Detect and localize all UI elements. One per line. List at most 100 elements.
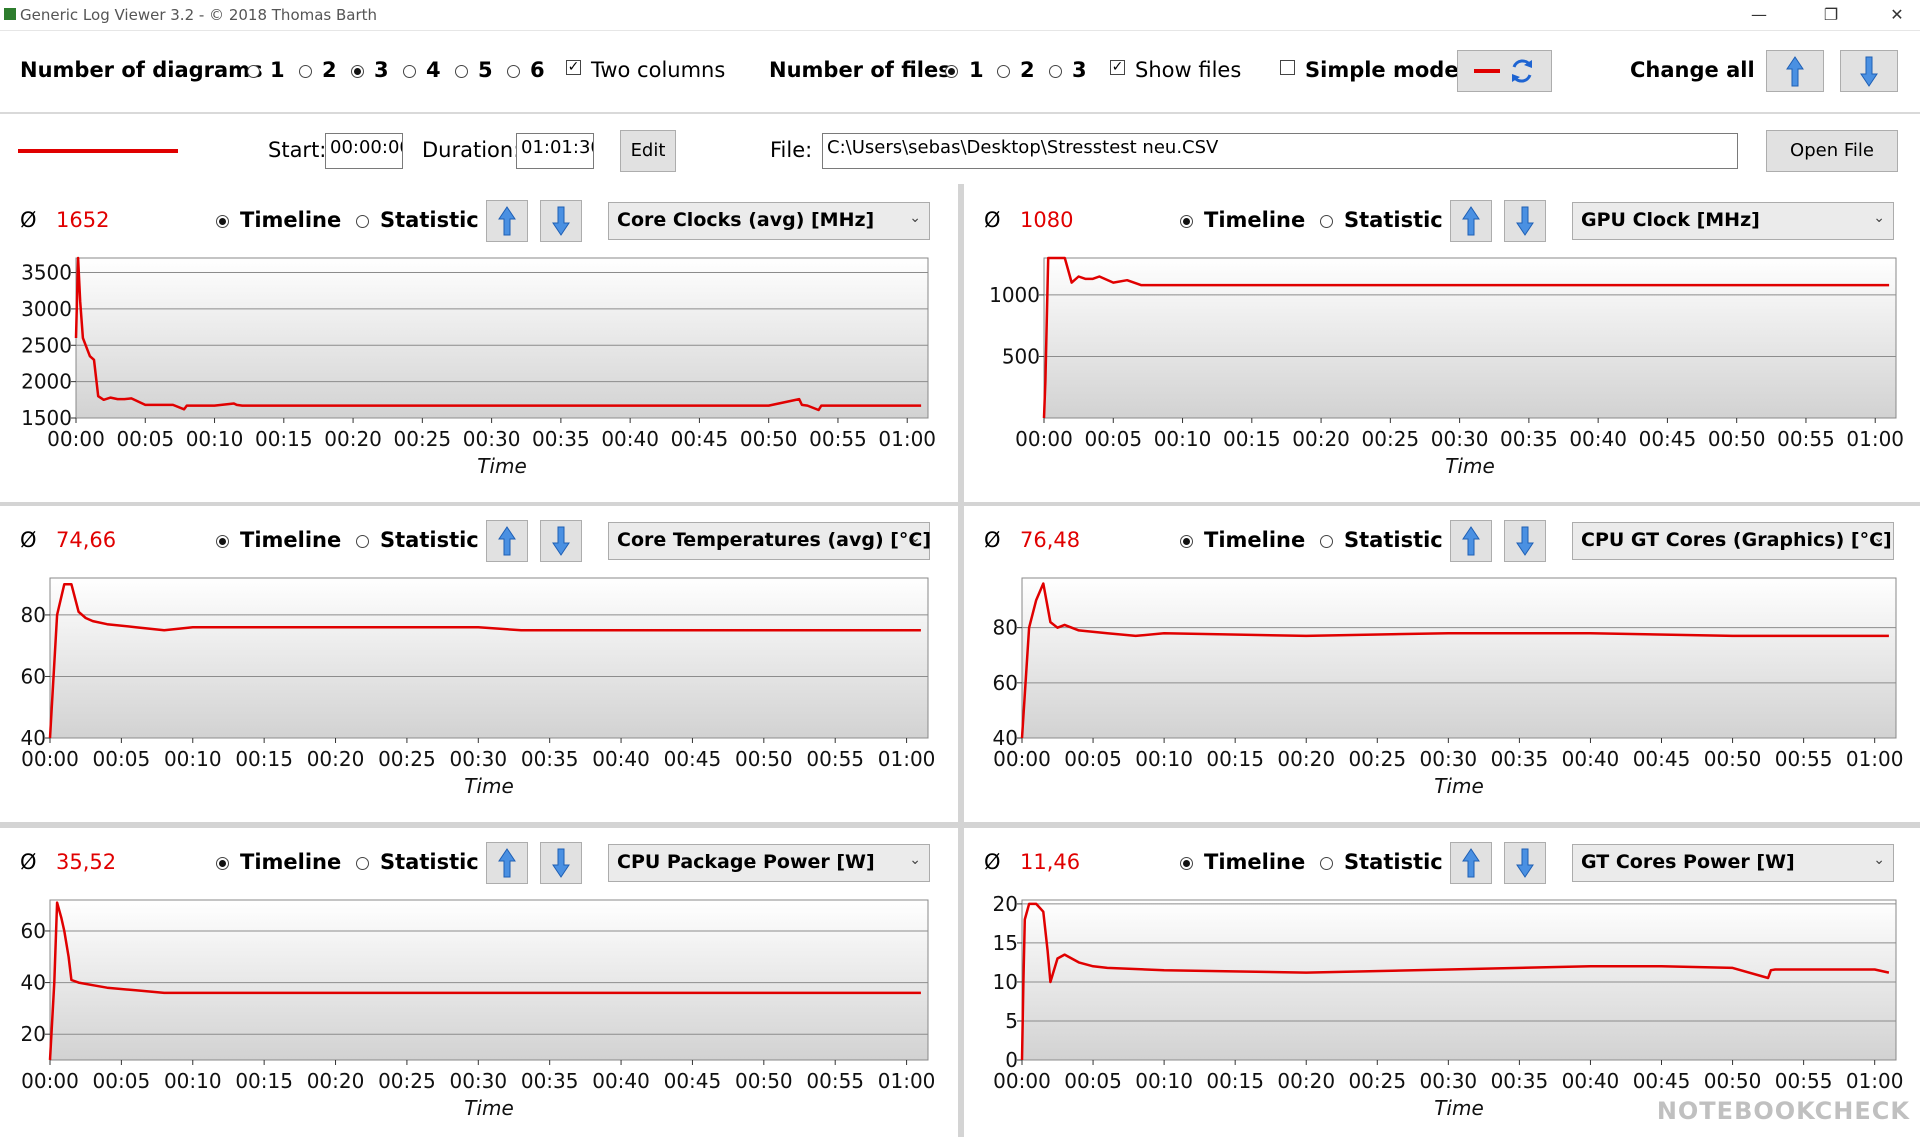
timeline-radio[interactable] — [1180, 215, 1193, 228]
diagrams-radio-3[interactable] — [351, 65, 364, 78]
statistic-radio[interactable] — [356, 857, 369, 870]
average-symbol: Ø — [984, 850, 1001, 874]
x-tick-label: 00:05 — [93, 747, 151, 771]
plot-area — [1021, 899, 1897, 1061]
files-radio-2[interactable] — [997, 65, 1010, 78]
statistic-label: Statistic — [380, 850, 479, 874]
series-line — [1042, 256, 1890, 419]
x-tick-label: 01:00 — [878, 747, 936, 771]
average-symbol: Ø — [984, 528, 1001, 552]
diagrams-radio-5[interactable] — [455, 65, 468, 78]
y-tick-label: 500 — [1002, 344, 1040, 368]
average-value: 74,66 — [56, 528, 117, 552]
duration-label: Duration: — [422, 138, 521, 162]
series-line — [48, 901, 921, 1061]
maximize-icon[interactable]: ❐ — [1823, 5, 1839, 24]
statistic-radio[interactable] — [1320, 215, 1333, 228]
files-radio-1[interactable] — [945, 65, 958, 78]
y-tick-label: 60 — [993, 671, 1018, 695]
line-style-button[interactable] — [1457, 50, 1552, 92]
arrow-down-icon — [1516, 526, 1534, 556]
arrow-up-icon — [1786, 56, 1804, 87]
move-up-button[interactable] — [1450, 842, 1492, 884]
diagrams-radio-4[interactable] — [403, 65, 416, 78]
timeline-radio[interactable] — [216, 535, 229, 548]
x-tick-label: 00:45 — [671, 427, 729, 451]
show-files-checkbox[interactable]: ✓ — [1110, 59, 1125, 75]
sensor-select-value: GPU Clock [MHz] — [1581, 209, 1760, 231]
change-all-up-button[interactable] — [1766, 50, 1824, 92]
close-icon[interactable]: ✕ — [1890, 5, 1904, 24]
average-symbol: Ø — [20, 850, 37, 874]
timeline-radio[interactable] — [1180, 857, 1193, 870]
sensor-select[interactable]: GT Cores Power [W] ⌄ — [1572, 844, 1894, 882]
statistic-radio[interactable] — [356, 535, 369, 548]
move-down-button[interactable] — [1504, 520, 1546, 562]
arrow-up-icon — [1462, 206, 1480, 236]
y-tick-label: 1000 — [989, 283, 1040, 307]
two-columns-label: Two columns — [591, 58, 726, 82]
move-up-button[interactable] — [486, 520, 528, 562]
move-down-button[interactable] — [1504, 842, 1546, 884]
sensor-select[interactable]: GPU Clock [MHz] ⌄ — [1572, 202, 1894, 240]
y-tick-label: 0 — [1005, 1048, 1018, 1072]
arrow-down-icon — [552, 848, 570, 878]
x-tick-label: 00:00 — [21, 1069, 79, 1093]
simple-mode-checkbox[interactable] — [1280, 60, 1295, 75]
x-tick-label: 00:15 — [255, 427, 313, 451]
sensor-select[interactable]: Core Clocks (avg) [MHz] ⌄ — [608, 202, 930, 240]
move-down-button[interactable] — [540, 842, 582, 884]
edit-button[interactable]: Edit — [620, 130, 676, 172]
arrow-down-icon — [1516, 206, 1534, 236]
move-down-button[interactable] — [540, 520, 582, 562]
y-tick-label: 40 — [993, 726, 1018, 750]
move-up-button[interactable] — [1450, 520, 1492, 562]
sensor-select[interactable]: CPU GT Cores (Graphics) [°C] ⌄ — [1572, 522, 1894, 560]
x-tick-label: 00:55 — [809, 427, 867, 451]
timeline-radio[interactable] — [1180, 535, 1193, 548]
arrow-up-icon — [1462, 526, 1480, 556]
x-tick-label: 00:40 — [1562, 747, 1620, 771]
x-tick-label: 00:50 — [735, 747, 793, 771]
y-tick-label: 40 — [21, 726, 46, 750]
two-columns-checkbox[interactable]: ✓ — [566, 59, 581, 75]
diagram-panel-1: 1500 2000 2500 3000 3500 00:00 00:05 00:10 00:15… — [0, 186, 958, 502]
move-down-button[interactable] — [1504, 200, 1546, 242]
timeline-radio[interactable] — [216, 215, 229, 228]
move-up-button[interactable] — [1450, 200, 1492, 242]
files-radio-3[interactable] — [1049, 65, 1062, 78]
statistic-label: Statistic — [380, 208, 479, 232]
series-line — [48, 582, 921, 739]
start-input[interactable]: 00:00:00 — [325, 133, 403, 169]
minimize-icon[interactable]: — — [1751, 5, 1767, 24]
change-all-down-button[interactable] — [1840, 50, 1898, 92]
x-axis-label: Time — [464, 1096, 514, 1120]
series-line — [1020, 902, 1890, 1061]
sensor-select[interactable]: CPU Package Power [W] ⌄ — [608, 844, 930, 882]
chevron-down-icon: ⌄ — [909, 210, 921, 226]
diagrams-radio-2[interactable] — [299, 65, 312, 78]
file-row: Start: 00:00:00 Duration: 01:01:30 Edit … — [0, 112, 1920, 188]
statistic-radio[interactable] — [1320, 535, 1333, 548]
diagrams-radio-1[interactable] — [247, 65, 260, 78]
chevron-down-icon: ⌄ — [1873, 210, 1885, 226]
timeline-radio[interactable] — [216, 857, 229, 870]
file-path-input[interactable]: C:\Users\sebas\Desktop\Stresstest neu.CS… — [822, 133, 1738, 169]
x-tick-label: 00:25 — [378, 1069, 436, 1093]
statistic-radio[interactable] — [1320, 857, 1333, 870]
duration-input[interactable]: 01:01:30 — [516, 133, 594, 169]
file-line-swatch[interactable] — [18, 148, 178, 154]
y-tick-label: 15 — [993, 931, 1018, 955]
sensor-select[interactable]: Core Temperatures (avg) [°C] ⌄ — [608, 522, 931, 560]
open-file-button[interactable]: Open File — [1766, 130, 1898, 172]
move-up-button[interactable] — [486, 842, 528, 884]
move-up-button[interactable] — [486, 200, 528, 242]
x-tick-label: 00:05 — [93, 1069, 151, 1093]
x-tick-label: 00:15 — [1223, 427, 1281, 451]
arrow-down-icon — [1860, 56, 1878, 87]
statistic-radio[interactable] — [356, 215, 369, 228]
diagrams-radio-6[interactable] — [507, 65, 520, 78]
move-down-button[interactable] — [540, 200, 582, 242]
y-tick-label: 2000 — [21, 370, 72, 394]
files-option-3: 3 — [1072, 58, 1087, 82]
